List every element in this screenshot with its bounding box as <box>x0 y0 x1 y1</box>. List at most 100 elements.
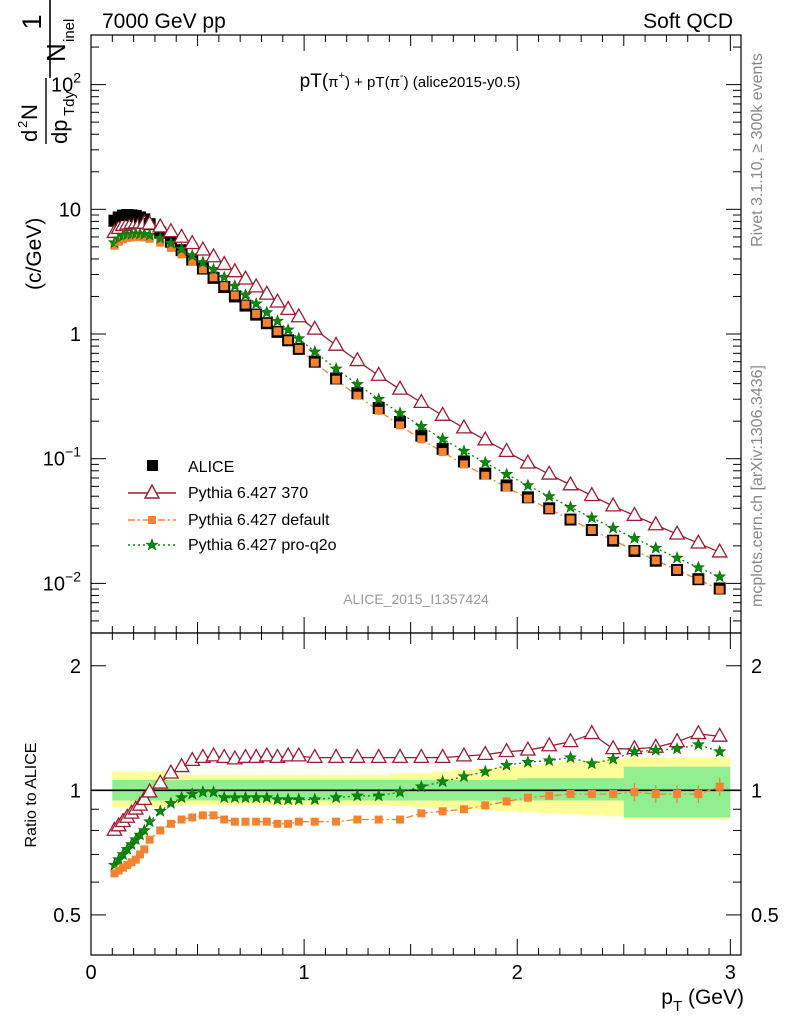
data-point-p370 <box>370 366 388 381</box>
ratio-point-pdefault <box>110 869 119 878</box>
ratio-point-pq2o <box>292 792 306 806</box>
data-point-p370 <box>413 393 430 408</box>
ratio-point-pdefault <box>438 807 447 816</box>
ratio-point-pq2o <box>137 823 151 836</box>
data-point-p370 <box>668 524 686 540</box>
data-point-p370 <box>327 336 345 351</box>
data-point-pdefault <box>131 232 140 241</box>
ratio-point-pdefault <box>545 791 554 800</box>
ratio-point-pdefault <box>273 819 282 828</box>
data-point-p370 <box>498 442 515 458</box>
ratio-point-pq2o <box>585 756 599 770</box>
ratio-point-pdefault <box>127 858 136 867</box>
ratio-point-pdefault <box>566 789 575 798</box>
data-point-pdefault <box>523 494 532 503</box>
ratio-point-pdefault <box>284 819 293 828</box>
ratio-point-pq2o <box>175 790 189 804</box>
ylabel-n: N <box>41 43 71 62</box>
header-right: Soft QCD <box>643 10 733 33</box>
data-point-pdefault <box>262 318 271 327</box>
data-point-pq2o <box>414 419 428 432</box>
ratio-point-pq2o <box>350 788 364 802</box>
data-point-pq2o <box>563 500 578 513</box>
data-point-p370 <box>519 453 537 469</box>
ratio-point-p370 <box>519 740 537 756</box>
ratio-point-pq2o <box>457 769 471 783</box>
ratio-point-p370 <box>498 742 515 758</box>
data-point-p370 <box>455 418 473 434</box>
ratio-point-pq2o <box>196 785 210 798</box>
ratio-y-tick-label-right: 2 <box>751 656 762 678</box>
data-point-p370 <box>306 320 324 335</box>
data-point-pq2o <box>329 362 343 375</box>
ylabel-dn-n: N <box>17 104 42 120</box>
header-left: 7000 GeV pp <box>102 10 226 33</box>
ratio-point-pdefault <box>145 835 154 844</box>
ratio-point-pdefault <box>481 801 490 810</box>
data-point-pq2o <box>238 288 253 301</box>
ratio-point-pq2o <box>713 744 727 758</box>
ratio-point-pq2o <box>436 774 450 788</box>
data-point-pq2o <box>500 467 514 480</box>
ratio-point-p370 <box>194 748 212 764</box>
ratio-point-pq2o <box>143 814 157 828</box>
y-tick-label: 10−2 <box>43 568 81 595</box>
ratio-point-pdefault <box>131 855 140 864</box>
ylabel-dp-sub: Tdy <box>61 90 78 116</box>
ratio-point-p370 <box>151 773 169 789</box>
ratio-point-pq2o <box>393 785 407 798</box>
data-point-p370 <box>583 486 601 502</box>
legend-item-alice: ALICE <box>147 459 234 476</box>
ratio-point-p370 <box>226 749 244 765</box>
data-point-pdefault <box>438 448 447 457</box>
y-tick-label: 10−1 <box>43 444 81 471</box>
ratio-point-pq2o <box>260 790 274 804</box>
ratio-point-p370 <box>391 748 409 764</box>
legend: ALICE Pythia 6.427 370 Pythia 6.427 defa… <box>128 459 337 554</box>
data-point-pdefault <box>310 358 319 367</box>
data-point-pq2o <box>585 510 599 524</box>
ratio-point-pdefault <box>353 815 362 824</box>
data-point-pdefault <box>374 406 383 415</box>
data-point-p370 <box>604 496 622 512</box>
legend-label-pq2o: Pythia 6.427 pro-q2o <box>188 537 337 554</box>
data-point-pq2o <box>308 344 322 358</box>
data-point-pq2o <box>436 432 450 445</box>
ratio-point-pq2o <box>521 755 535 768</box>
data-point-pq2o <box>372 392 386 405</box>
ratio-point-p370 <box>306 748 324 764</box>
data-point-pdefault <box>188 257 197 266</box>
ratio-point-pq2o <box>164 796 178 809</box>
ratio-point-p370 <box>141 782 158 798</box>
ratio-point-p370 <box>247 748 265 764</box>
data-point-pdefault <box>114 237 123 246</box>
ratio-point-pdefault <box>118 863 127 872</box>
data-point-pdefault <box>156 238 165 247</box>
y-tick-label: 1 <box>70 324 81 346</box>
data-point-pq2o <box>606 521 620 534</box>
data-point-pdefault <box>545 505 554 514</box>
data-point-p370 <box>540 464 558 480</box>
data-point-pq2o <box>691 560 705 574</box>
ratio-point-p370 <box>370 748 388 764</box>
data-point-p370 <box>476 430 494 446</box>
ratio-point-pdefault <box>156 826 165 835</box>
data-point-p370 <box>711 542 728 558</box>
ratio-point-pq2o <box>478 764 492 778</box>
data-point-pq2o <box>281 322 295 336</box>
ylabel-n-sub: inel <box>61 19 78 42</box>
ratio-point-p370 <box>434 748 451 764</box>
data-point-p370 <box>247 277 265 293</box>
ratio-point-p370 <box>540 736 558 752</box>
data-point-pdefault <box>252 309 261 318</box>
data-point-p370 <box>647 515 665 531</box>
ratio-y-tick-label: 0.5 <box>53 905 81 927</box>
ratio-point-p370 <box>711 727 728 742</box>
ratio-point-p370 <box>476 745 494 761</box>
data-point-pdefault <box>651 556 660 565</box>
ratio-point-p370 <box>349 748 366 764</box>
ratio-point-p370 <box>455 746 473 762</box>
legend-star <box>145 538 159 551</box>
lower-frame <box>90 632 742 956</box>
data-point-pdefault <box>459 460 468 469</box>
